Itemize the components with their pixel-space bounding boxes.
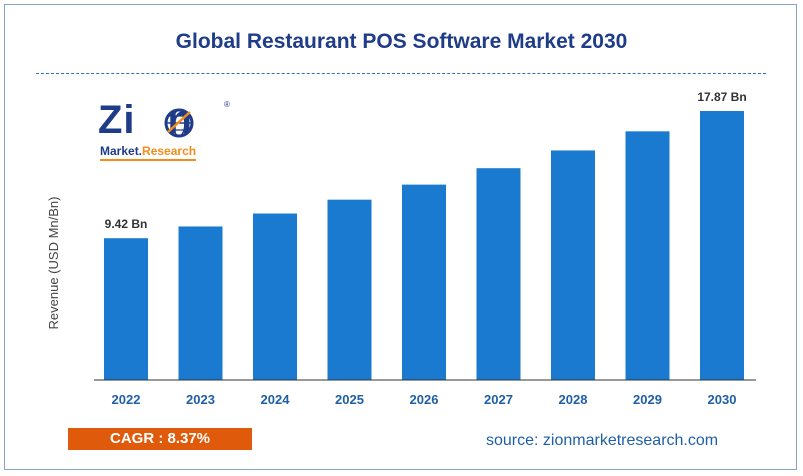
logo-word-part1: Zi: [98, 98, 136, 142]
logo-subtitle: Market.Research: [100, 144, 197, 161]
x-tick-label: 2029: [633, 392, 662, 407]
x-tick-label: 2028: [559, 392, 588, 407]
x-tick-label: 2025: [335, 392, 364, 407]
bar-2026: [402, 184, 446, 380]
bar-2024: [253, 213, 297, 380]
bar-2027: [476, 168, 521, 380]
source-text: source: zionmarketresearch.com: [486, 432, 719, 449]
data-label: 9.42 Bn: [105, 217, 148, 231]
x-tick-label: 2027: [484, 392, 513, 407]
logo-sub-part2: Research: [142, 144, 197, 158]
bars-group: [104, 111, 744, 381]
title-divider: [36, 73, 766, 74]
globe-icon: [164, 108, 194, 138]
bar-2028: [551, 150, 595, 380]
cagr-badge: CAGR : 8.37%: [68, 428, 252, 450]
x-tick-label: 2023: [186, 392, 215, 407]
bar-2022: [104, 238, 148, 380]
x-tick-label: 2022: [112, 392, 141, 407]
x-tick-label: 2030: [708, 392, 737, 407]
bar-2023: [178, 226, 223, 380]
x-tick-label: 2024: [261, 392, 291, 407]
y-axis-label: Revenue (USD Mn/Bn): [46, 197, 61, 330]
bar-2030: [700, 111, 744, 381]
chart-title: Global Restaurant POS Software Market 20…: [175, 30, 628, 53]
zion-logo: Zin ® Market.Research: [98, 98, 238, 161]
x-tick-labels: 2022 2023 2024 2025 2026 2027 2028 2029 2030: [112, 392, 737, 407]
data-labels: 9.42 Bn 17.87 Bn: [105, 90, 747, 231]
data-label: 17.87 Bn: [697, 90, 746, 104]
bar-2029: [625, 131, 670, 380]
bar-2025: [327, 199, 372, 380]
registered-icon: ®: [224, 100, 230, 109]
logo-sub-part1: Market.: [100, 144, 143, 158]
x-tick-label: 2026: [410, 392, 439, 407]
